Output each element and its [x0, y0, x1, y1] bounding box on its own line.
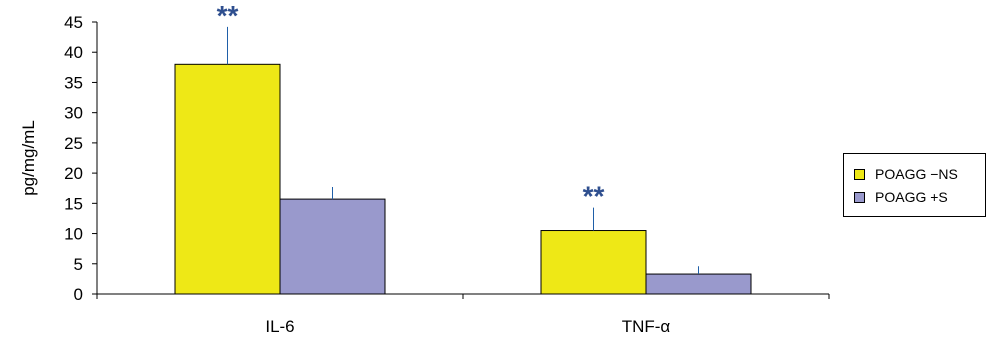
y-tick-label: 45 — [64, 13, 83, 32]
legend-item-series-1: POAGG −NS — [854, 164, 958, 184]
significance-label: ** — [217, 0, 239, 31]
bar-1-1 — [175, 64, 280, 294]
y-tick-label: 35 — [64, 73, 83, 92]
legend: POAGG −NS POAGG +S — [843, 153, 986, 217]
y-tick-label: 30 — [64, 104, 83, 123]
legend-item-series-2: POAGG +S — [854, 187, 948, 207]
x-tick-label: IL-6 — [265, 317, 294, 336]
legend-label-series-2: POAGG +S — [875, 189, 948, 205]
y-tick-label: 0 — [74, 285, 83, 304]
bar-1-2 — [541, 231, 646, 294]
legend-swatch-series-1 — [854, 169, 865, 180]
y-tick-label: 15 — [64, 194, 83, 213]
bar-2-1 — [280, 199, 385, 294]
y-tick-label: 10 — [64, 225, 83, 244]
legend-label-series-1: POAGG −NS — [875, 166, 958, 182]
legend-swatch-series-2 — [854, 192, 865, 203]
bar-2-2 — [646, 274, 751, 294]
y-tick-label: 20 — [64, 164, 83, 183]
y-tick-label: 5 — [74, 255, 83, 274]
x-tick-label: TNF-α — [622, 317, 671, 336]
significance-label: ** — [583, 181, 605, 212]
y-tick-label: 40 — [64, 43, 83, 62]
y-axis-title: pg/mg/mL — [19, 120, 38, 196]
y-tick-label: 25 — [64, 134, 83, 153]
